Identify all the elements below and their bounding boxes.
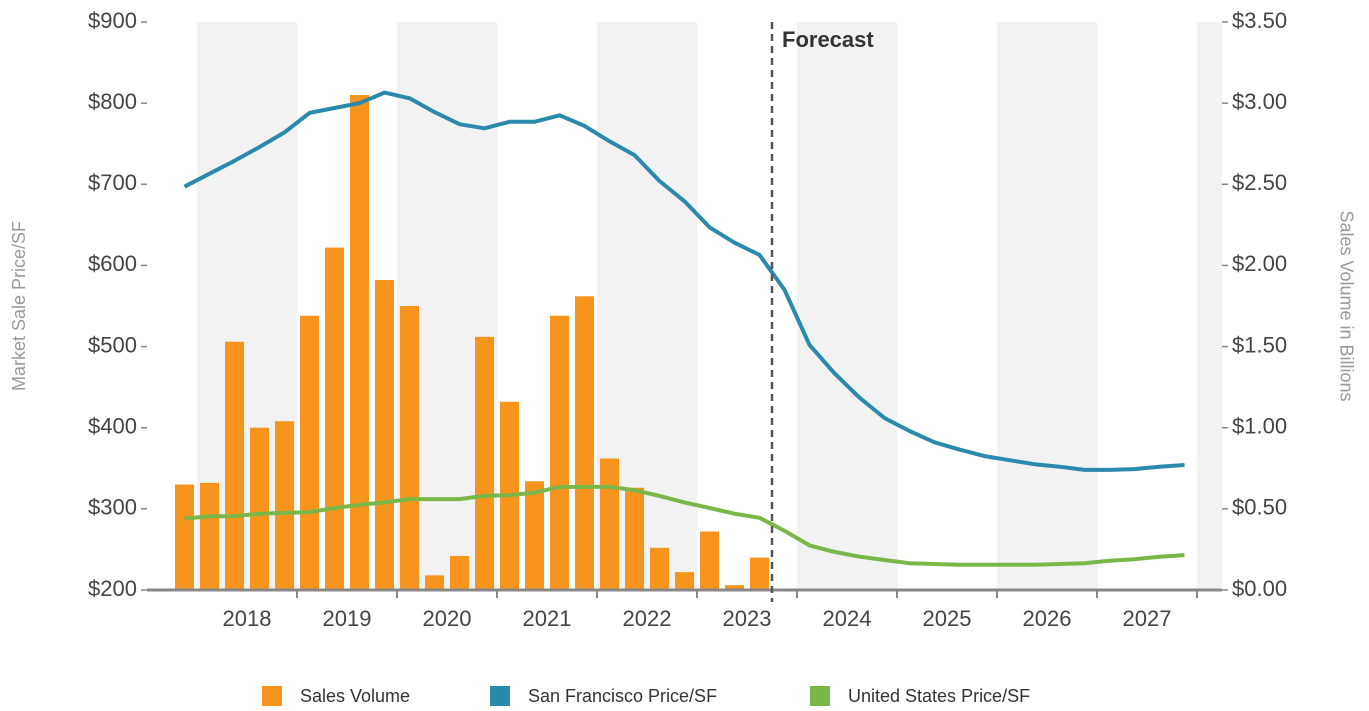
x-tick-label: 2026 — [1023, 606, 1072, 631]
bar — [650, 547, 669, 590]
forecast-label: Forecast — [782, 27, 874, 52]
y-tick-label: $500 — [88, 332, 137, 357]
bar — [675, 572, 694, 590]
bar — [175, 484, 194, 590]
x-tick-label: 2027 — [1123, 606, 1172, 631]
y-tick-label: $300 — [88, 495, 137, 520]
legend-label: Sales Volume — [300, 686, 410, 706]
year-band — [997, 22, 1097, 590]
x-tick-label: 2020 — [423, 606, 472, 631]
bar — [425, 575, 444, 590]
bar — [600, 458, 619, 590]
y2-tick-label: $3.00 — [1232, 89, 1287, 114]
bar — [375, 280, 394, 590]
y-tick-label: $700 — [88, 170, 137, 195]
y-axis-title: Market Sale Price/SF — [9, 221, 29, 391]
bar — [575, 296, 594, 590]
y2-tick-label: $3.50 — [1232, 8, 1287, 33]
line — [184, 484, 1185, 567]
y-tick-label: $400 — [88, 414, 137, 439]
y2-tick-label: $2.50 — [1232, 170, 1287, 195]
year-band — [797, 22, 897, 590]
bar — [450, 555, 469, 590]
x-tick-label: 2022 — [623, 606, 672, 631]
year-band — [1197, 22, 1222, 590]
legend-label: San Francisco Price/SF — [528, 686, 717, 706]
bar — [350, 95, 369, 591]
bar — [750, 557, 769, 590]
legend-swatch — [810, 686, 830, 706]
x-tick-label: 2021 — [523, 606, 572, 631]
x-tick-label: 2024 — [823, 606, 872, 631]
y2-tick-label: $1.00 — [1232, 414, 1287, 439]
bar — [525, 481, 544, 590]
y2-tick-label: $2.00 — [1232, 251, 1287, 276]
y-tick-label: $800 — [88, 89, 137, 114]
bar — [550, 315, 569, 590]
x-tick-label: 2025 — [923, 606, 972, 631]
legend-swatch — [262, 686, 282, 706]
y-tick-label: $200 — [88, 576, 137, 601]
legend-label: United States Price/SF — [848, 686, 1030, 706]
x-tick-label: 2023 — [723, 606, 772, 631]
line — [183, 90, 1185, 472]
bar — [250, 427, 269, 590]
bands — [197, 22, 1222, 590]
bar — [200, 482, 219, 590]
y-tick-label: $600 — [88, 251, 137, 276]
y2-tick-label: $0.50 — [1232, 495, 1287, 520]
y-tick-label: $900 — [88, 8, 137, 33]
bar — [625, 487, 644, 590]
bar — [225, 341, 244, 590]
y2-axis-title: Sales Volume in Billions — [1336, 210, 1356, 401]
x-tick-label: 2018 — [223, 606, 272, 631]
bar — [700, 531, 719, 590]
bar — [275, 421, 294, 590]
x-tick-label: 2019 — [323, 606, 372, 631]
y2-tick-label: $1.50 — [1232, 332, 1287, 357]
bar — [400, 306, 419, 590]
bar — [325, 247, 344, 590]
legend-swatch — [490, 686, 510, 706]
bar — [300, 315, 319, 590]
bar — [725, 585, 744, 590]
y2-tick-label: $0.00 — [1232, 576, 1287, 601]
bar — [475, 336, 494, 590]
